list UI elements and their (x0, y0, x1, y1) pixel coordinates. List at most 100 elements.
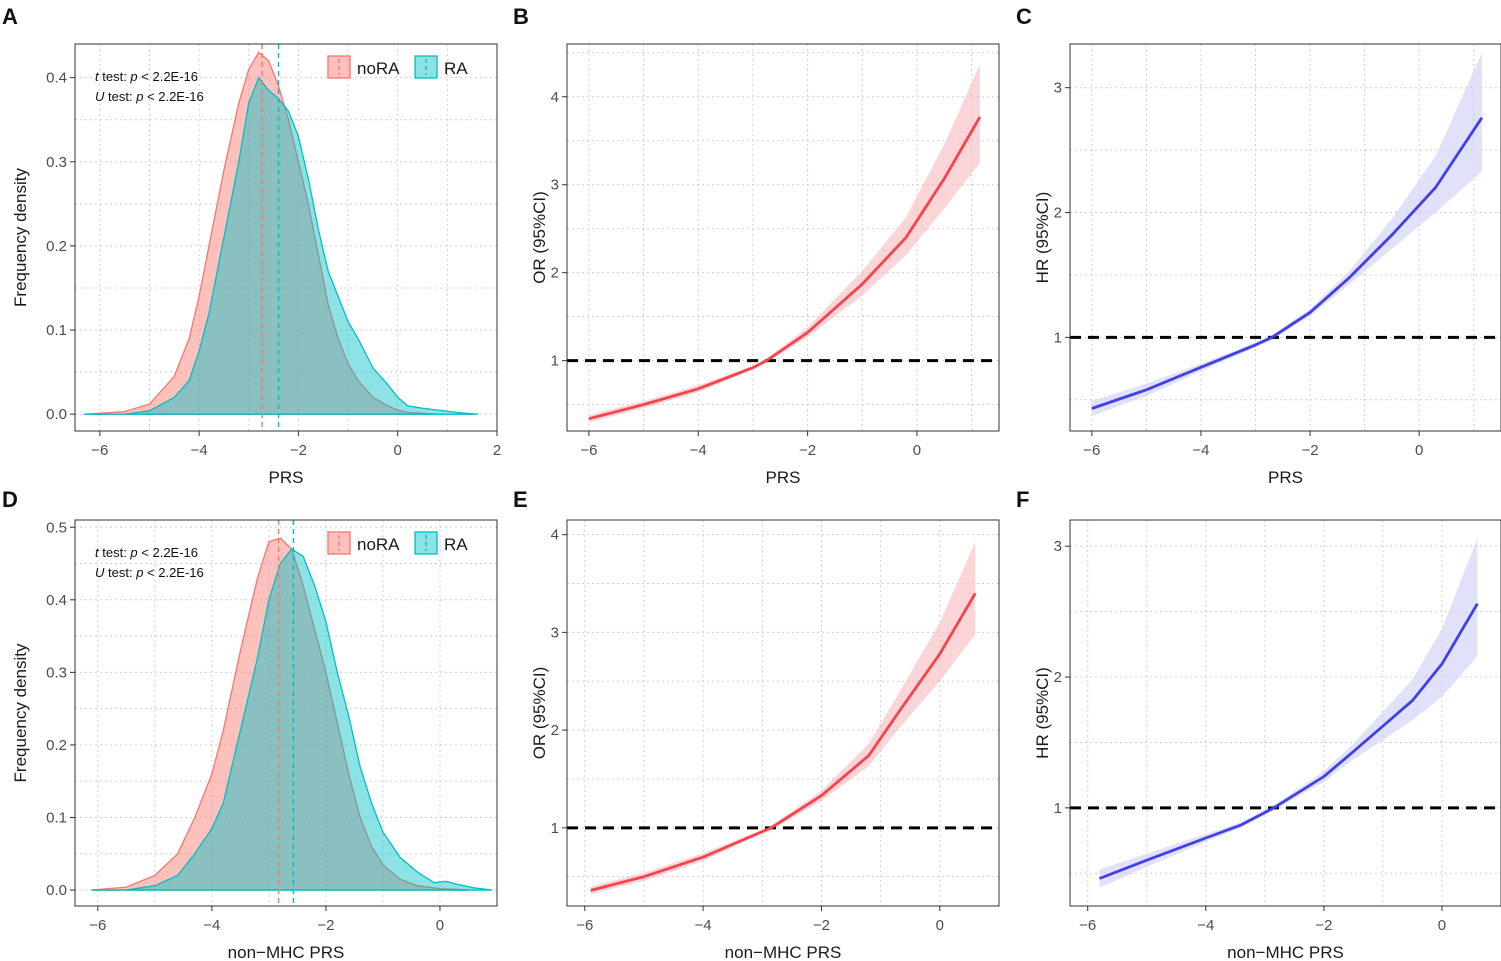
y-tick-label: 4 (551, 527, 559, 544)
annotation-value: < 2.2E-16 (143, 89, 203, 104)
density-area-ra (91, 548, 492, 891)
legend: noRA RA (327, 55, 468, 79)
gridlines (1070, 44, 1501, 431)
y-tick-label: 2 (1054, 205, 1062, 222)
x-tick-label: −2 (813, 917, 830, 934)
panel-C: C −6 −4 −2 0 1 2 3 PRS HR (95%CI) (1016, 4, 1501, 487)
annotation-value: < 2.2E-16 (138, 545, 198, 560)
x-tick-label: −6 (91, 442, 108, 459)
x-tick-label: −6 (1083, 442, 1100, 459)
annotation-test: U (95, 89, 105, 104)
x-tick-label: 0 (436, 917, 444, 934)
y-axis-title: Frequency density (11, 168, 30, 307)
x-tick-label: −4 (191, 442, 208, 459)
y-tick-label: 1 (1054, 329, 1062, 346)
x-axis-title: non−MHC PRS (725, 943, 842, 961)
x-tick-label: −2 (1301, 442, 1318, 459)
annotation-value: < 2.2E-16 (138, 69, 198, 84)
x-tick-label: −2 (290, 442, 307, 459)
y-tick-label: 2 (1054, 669, 1062, 686)
y-axis-title: OR (95%CI) (530, 191, 549, 284)
x-tick-label: 0 (936, 917, 944, 934)
y-tick-label: 3 (551, 177, 559, 194)
y-tick-label: 2 (551, 722, 559, 739)
panel-letter: F (1016, 487, 1029, 512)
panel-letter: E (513, 487, 528, 512)
panel-letter: C (1016, 4, 1032, 29)
plot-border (74, 43, 498, 432)
y-tick-label: 0.2 (46, 737, 67, 754)
panel-B: B −6 −4 −2 0 1 2 3 4 PRS OR (95%CI) (513, 4, 1000, 487)
plot-background (75, 520, 497, 906)
x-tick-label: 0 (394, 442, 402, 459)
annotation-rest: test: (99, 69, 131, 84)
y-tick-label: 0.1 (46, 809, 67, 826)
y-tick-label: 3 (551, 624, 559, 641)
y-tick-label: 0.0 (46, 406, 67, 423)
plot-background (567, 520, 999, 906)
annotation-test: t (95, 545, 100, 560)
y-tick-label: 1 (1054, 800, 1062, 817)
x-tick-label: −4 (690, 442, 707, 459)
y-tick-label: 2 (551, 265, 559, 282)
x-tick-label: −4 (203, 917, 220, 934)
plot-background (567, 44, 999, 431)
legend-label-nora: noRA (357, 535, 400, 554)
legend-label-ra: RA (444, 59, 468, 78)
annotation-test: U (95, 565, 105, 580)
y-axis-title: OR (95%CI) (530, 667, 549, 760)
panel-F: F −6 −4 −2 0 1 2 3 non−MHC PRS HR (95%CI) (1016, 487, 1501, 961)
legend-label-ra: RA (444, 535, 468, 554)
x-tick-label: −4 (695, 917, 712, 934)
panel-letter: A (2, 4, 18, 29)
legend-label-nora: noRA (357, 59, 400, 78)
estimate-line (1098, 602, 1479, 880)
x-tick-label: 0 (1438, 917, 1446, 934)
plot-border (1069, 43, 1501, 432)
x-tick-label: 0 (913, 442, 921, 459)
annotation-p: p (129, 69, 137, 84)
test-annotation: U test: p < 2.2E-16 (95, 89, 204, 104)
x-tick-label: 0 (1415, 442, 1423, 459)
x-tick-label: −4 (1197, 917, 1214, 934)
estimate-line (588, 116, 982, 421)
x-tick-label: −6 (89, 917, 106, 934)
plot-border (566, 43, 1000, 432)
plot-border (1069, 519, 1501, 907)
plot-background (1070, 520, 1501, 906)
y-tick-label: 0.1 (46, 322, 67, 339)
annotation-value: < 2.2E-16 (143, 565, 203, 580)
y-tick-label: 0.4 (46, 592, 67, 609)
y-axis-title: HR (95%CI) (1033, 192, 1052, 284)
test-annotation: U test: p < 2.2E-16 (95, 565, 204, 580)
y-tick-label: 0.3 (46, 664, 67, 681)
annotation-p: p (135, 89, 143, 104)
ci-ribbon (1091, 52, 1482, 416)
x-tick-label: −6 (576, 917, 593, 934)
y-tick-label: 0.2 (46, 238, 67, 255)
panel-letter: D (2, 487, 18, 512)
y-tick-label: 3 (1054, 80, 1062, 97)
plot-background (1070, 44, 1501, 431)
y-tick-label: 1 (551, 820, 559, 837)
density-area-nora (83, 51, 439, 415)
ci-ribbon (590, 541, 976, 895)
x-tick-label: 2 (493, 442, 501, 459)
test-annotation: t test: p < 2.2E-16 (95, 69, 198, 84)
annotation-p: p (129, 545, 137, 560)
y-tick-label: 3 (1054, 538, 1062, 555)
plot-border (566, 519, 1000, 907)
x-tick-label: −6 (1079, 917, 1096, 934)
estimate-line (590, 592, 977, 892)
density-area-ra (83, 76, 480, 415)
y-tick-label: 0.0 (46, 882, 67, 899)
annotation-rest: test: (104, 565, 136, 580)
x-tick-label: −6 (580, 442, 597, 459)
x-axis-title: PRS (766, 468, 801, 487)
x-tick-label: −4 (1192, 442, 1209, 459)
ci-ribbon (1099, 538, 1478, 888)
density-area-nora (91, 537, 470, 891)
estimate-line (1091, 116, 1484, 410)
x-axis-title: non−MHC PRS (228, 943, 345, 961)
